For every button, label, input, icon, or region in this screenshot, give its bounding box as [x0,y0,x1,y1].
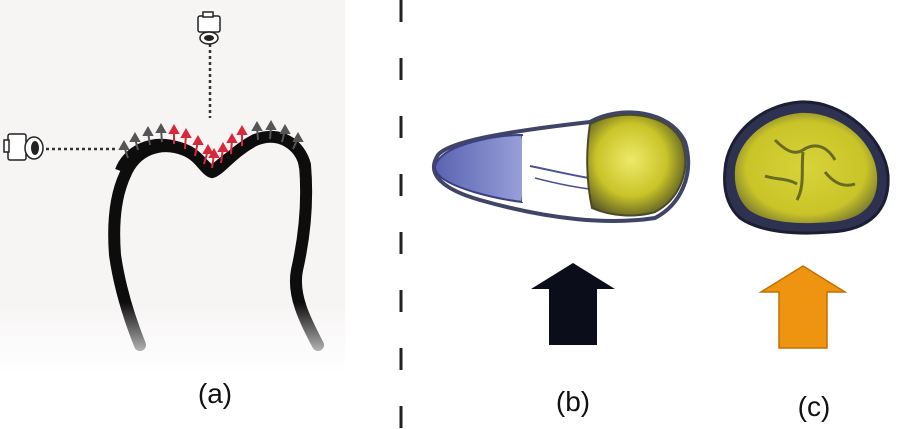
camera-icon [197,11,221,45]
caption-c: (c) [797,391,831,422]
caption-b: (b) [555,386,591,417]
tooth-side-view [432,110,691,345]
occlusal-normal-arrows [168,123,248,169]
dashed-divider [399,0,403,429]
crown-region [586,113,687,217]
occlusal-surface [734,112,878,224]
fissures [764,138,856,201]
tooth-cross-section-diagram [0,0,345,370]
caption-a: (a) [197,378,233,409]
view-direction-arrow [531,263,615,345]
tooth-outline [0,130,345,370]
tooth-occlusal-view [723,100,890,349]
root-region [434,133,527,204]
camera-icon [3,133,44,161]
view-direction-arrow [758,265,848,349]
side-normal-arrows [118,119,304,159]
